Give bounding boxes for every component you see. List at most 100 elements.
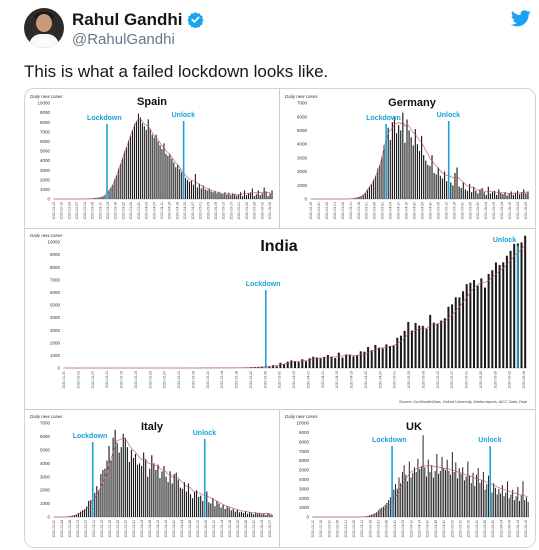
y-tick-label: 4000: [297, 142, 308, 147]
y-tick-label: 2000: [40, 177, 51, 182]
bar: [410, 137, 412, 199]
bar: [469, 475, 471, 517]
bar: [479, 483, 481, 517]
bar: [185, 177, 187, 199]
verified-badge-icon: [186, 11, 204, 33]
bar: [102, 196, 104, 199]
x-tick-label: 2020-04-08: [148, 520, 152, 537]
bar: [367, 346, 370, 368]
x-tick-label: 2020-04-15: [418, 520, 422, 537]
bar: [504, 192, 506, 199]
y-tick-label: 8000: [50, 265, 61, 270]
x-tick-label: 2020-04-03: [292, 371, 296, 388]
bar: [475, 474, 477, 517]
bar: [432, 322, 435, 368]
bar: [451, 304, 454, 368]
bar: [489, 193, 491, 199]
bar: [251, 512, 253, 517]
bar: [157, 141, 159, 199]
bar: [283, 363, 286, 368]
bar: [228, 507, 230, 517]
bar: [458, 297, 461, 368]
bar: [212, 498, 214, 517]
bar: [385, 344, 388, 368]
y-tick-label: 3000: [299, 486, 310, 491]
x-tick-label: 2020-05-30: [491, 520, 495, 537]
bar: [509, 250, 512, 368]
y-tick-label: 5000: [299, 468, 310, 473]
x-tick-label: 2020-06-06: [522, 371, 526, 388]
chart-italy: Daily new cases 0 1000 2000 3000 4000 5000 6000…: [30, 414, 273, 537]
bar: [399, 335, 402, 368]
bar: [145, 459, 147, 517]
bar: [190, 180, 193, 199]
bar: [268, 366, 271, 368]
twitter-bird-icon[interactable]: [510, 10, 531, 32]
bar: [415, 471, 417, 517]
bar: [100, 474, 102, 517]
bar: [363, 351, 366, 368]
bar: [381, 507, 383, 517]
bar: [141, 123, 143, 199]
display-name[interactable]: Rahul Gandhi: [72, 10, 183, 29]
bar: [498, 265, 501, 368]
x-tick-label: 2020-03-19: [108, 520, 112, 537]
x-tick-label: 2020-03-07: [84, 520, 88, 537]
y-tick-label: 5000: [40, 447, 51, 452]
x-tick-label: 2020-04-23: [183, 202, 187, 219]
bar: [513, 243, 516, 368]
user-handle[interactable]: @RahulGandhi: [72, 31, 175, 48]
y-tick-label: 10000: [37, 101, 50, 106]
y-tick-label: 4000: [40, 158, 51, 163]
x-tick-label: 2020-05-26: [244, 520, 248, 537]
bar: [521, 192, 523, 199]
bar: [104, 468, 106, 517]
bar: [171, 158, 173, 199]
x-tick-label: 2020-03-27: [124, 520, 128, 537]
x-tick-label: 2020-05-05: [407, 371, 411, 388]
x-tick-label: 2020-06-09: [492, 202, 496, 219]
bar: [443, 171, 446, 199]
source-note: Source: OurWorldInData, Oxford Universit…: [399, 400, 528, 404]
y-tick-label: 10000: [47, 240, 60, 245]
x-tick-label: 2020-03-30: [137, 202, 141, 219]
bar: [255, 194, 257, 199]
bar: [181, 488, 183, 517]
bar: [410, 477, 412, 517]
x-tick-label: 2020-06-04: [499, 520, 503, 537]
bar: [494, 190, 496, 199]
x-tick-label: 2020-03-23: [116, 520, 120, 537]
bar: [240, 511, 242, 517]
x-tick-label: 2020-05-14: [220, 520, 224, 537]
bar: [429, 166, 431, 199]
bar: [472, 472, 474, 517]
bar: [475, 190, 477, 199]
bar: [118, 168, 120, 199]
x-tick-label: 2020-02-25: [325, 202, 329, 219]
chart-panel-italy: Daily new cases 0 1000 2000 3000 4000 5000 6000…: [27, 411, 277, 545]
bar: [468, 183, 471, 199]
y-axis-label: Daily new cases: [30, 414, 63, 419]
x-tick-label: 2020-05-15: [452, 202, 456, 219]
bar: [94, 492, 96, 517]
bar: [512, 489, 514, 517]
bar: [202, 185, 204, 199]
lockdown-label: Lockdown: [73, 433, 108, 440]
bar: [388, 500, 390, 517]
x-tick-label: 2020-04-15: [335, 371, 339, 388]
bar: [403, 465, 405, 517]
x-tick-label: 2020-05-22: [236, 520, 240, 537]
tweet-media-image[interactable]: Daily new cases 0 1000 2000 3000 4000 5000 6000…: [24, 88, 536, 548]
bar: [393, 116, 396, 199]
bar: [286, 361, 289, 368]
x-tick-label: 2020-03-01: [333, 202, 337, 219]
tweet-text: This is what a failed lockdown looks lik…: [24, 62, 329, 81]
panel-divider: [279, 89, 280, 228]
bar: [508, 498, 510, 517]
avatar[interactable]: [24, 8, 64, 48]
bar: [120, 163, 122, 199]
display-name-row[interactable]: Rahul Gandhi: [72, 10, 204, 33]
y-tick-label: 4000: [299, 477, 310, 482]
bar: [413, 467, 415, 517]
bar: [488, 475, 490, 517]
